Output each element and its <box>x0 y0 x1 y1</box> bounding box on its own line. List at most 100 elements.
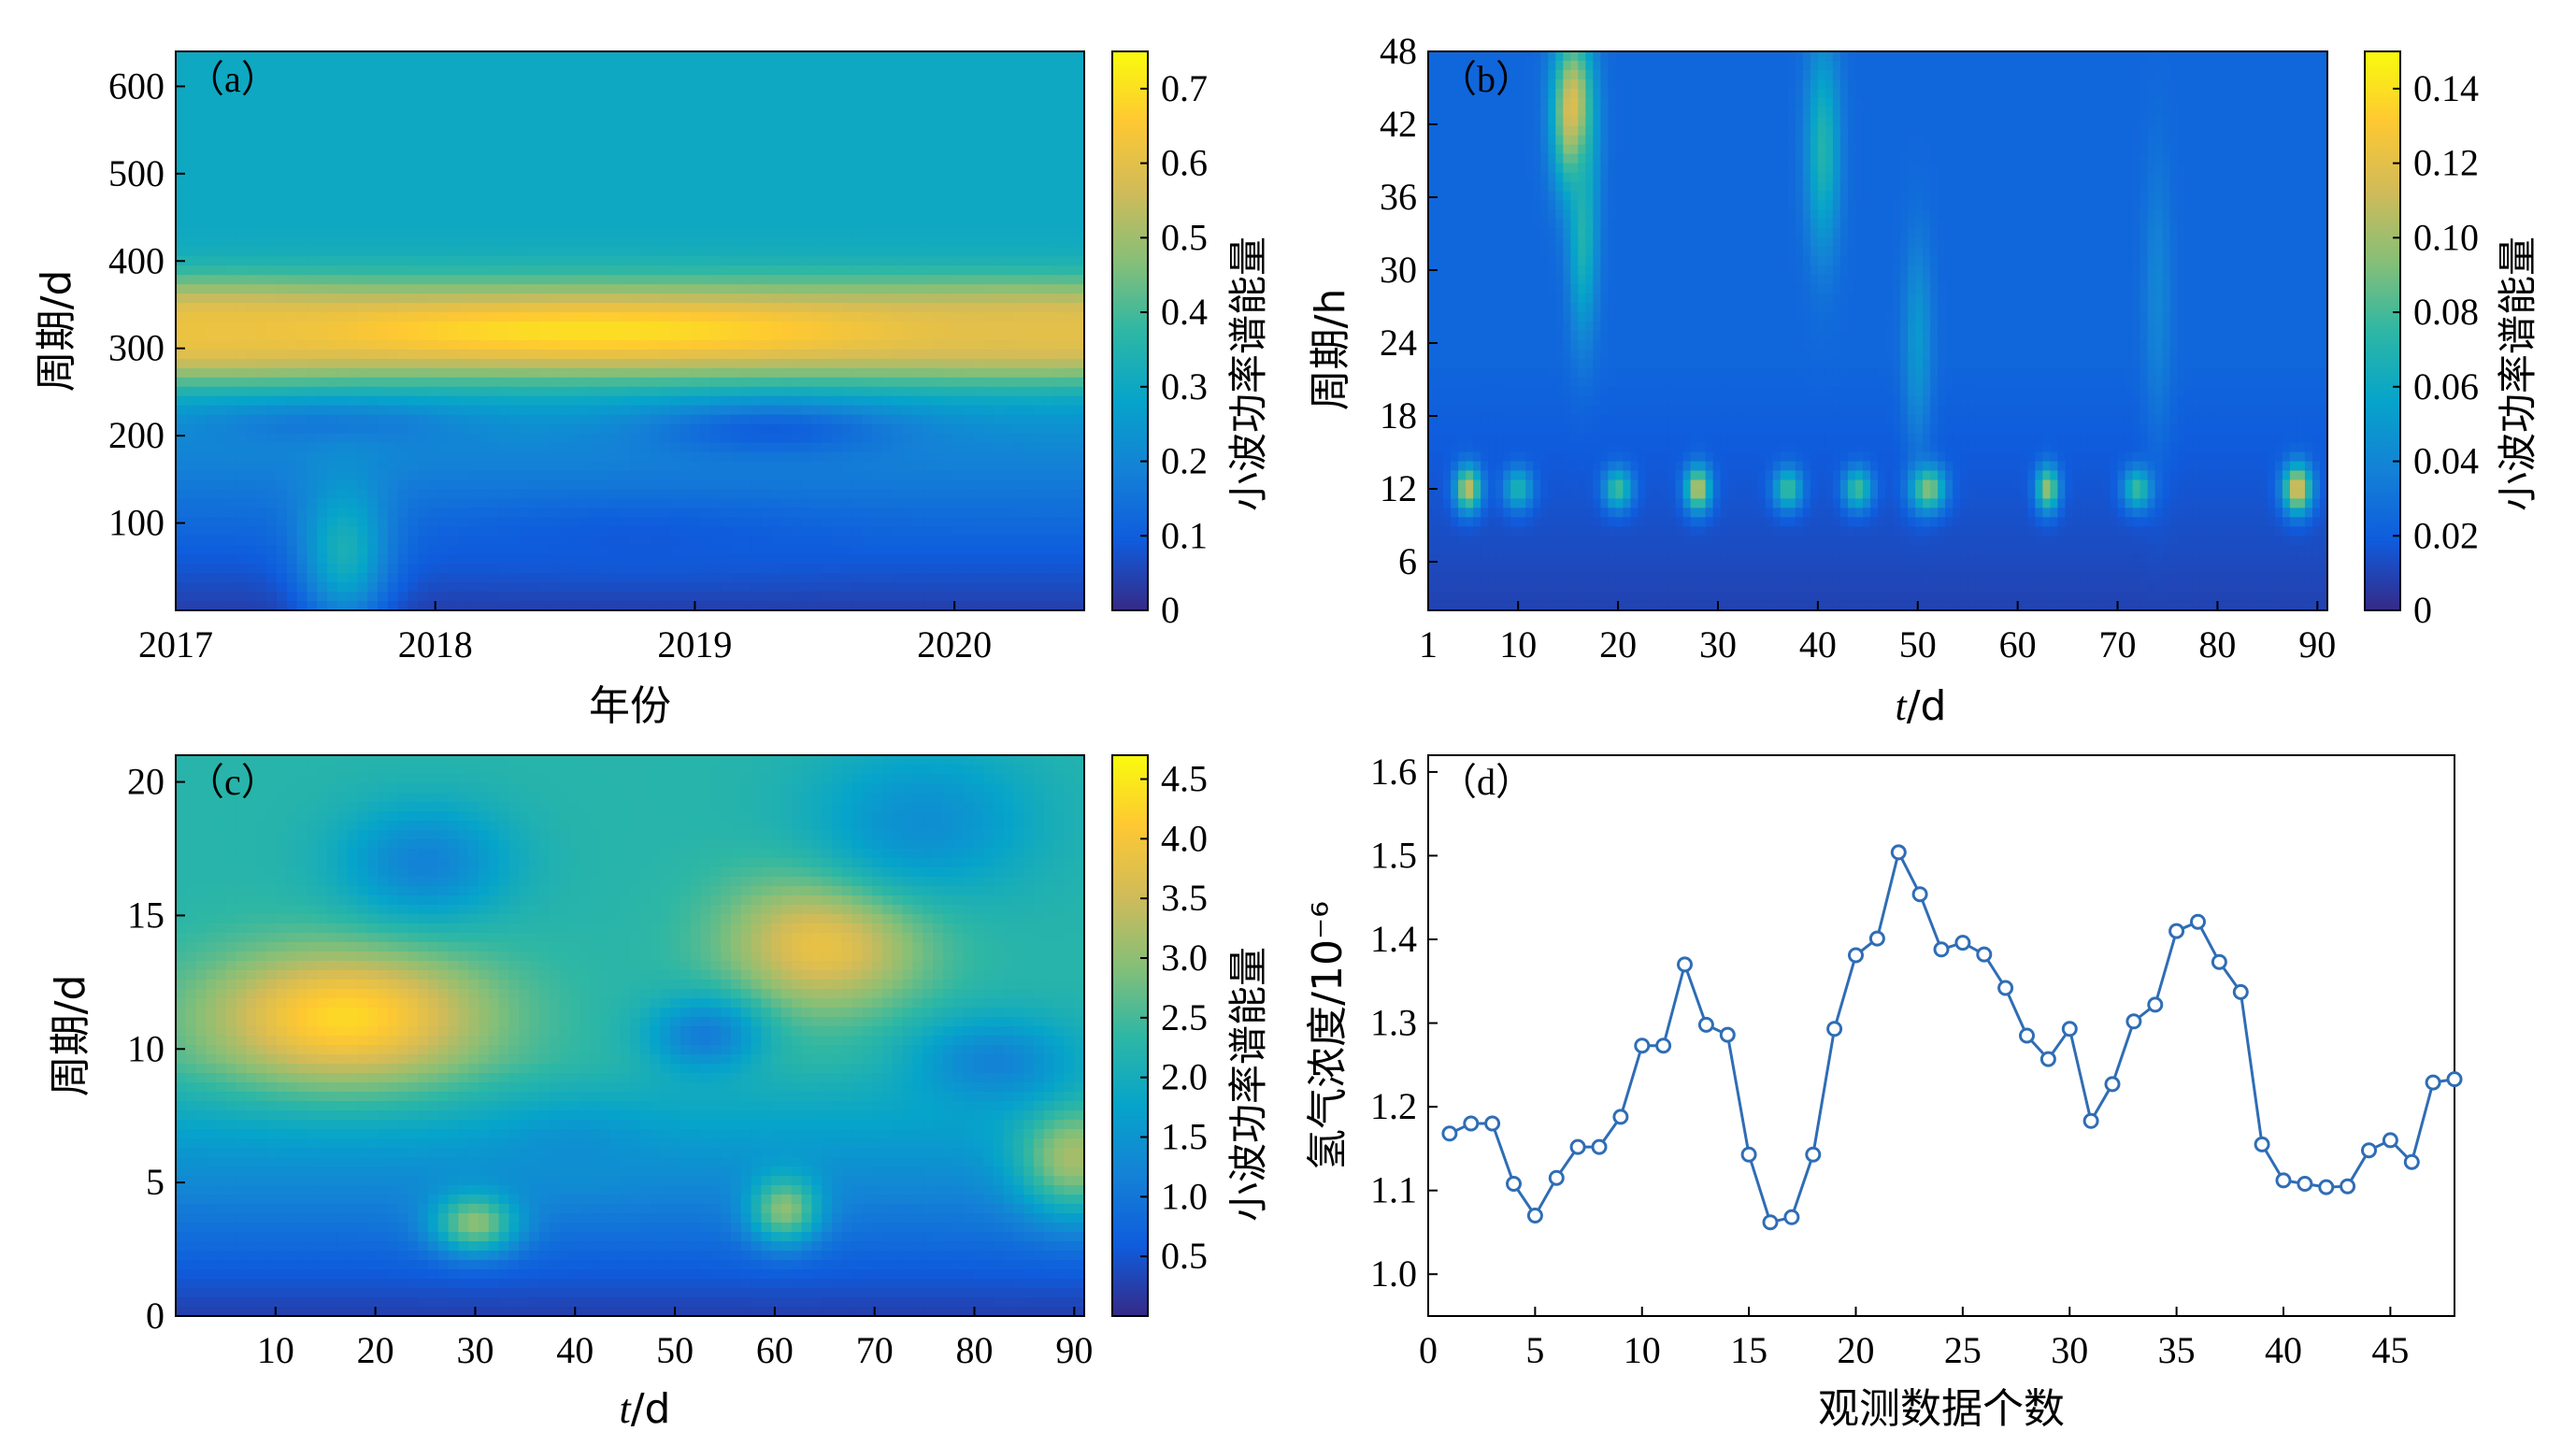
heat-cell <box>437 322 450 332</box>
heat-cell <box>952 395 964 407</box>
heat-cell <box>912 247 923 257</box>
heat-cell <box>841 97 853 108</box>
heat-cell <box>408 209 419 220</box>
heat-cell <box>1023 498 1035 508</box>
heat-cell <box>327 172 338 183</box>
heat-cell <box>761 536 772 546</box>
heat-cell <box>973 144 984 155</box>
heat-cell <box>277 153 288 165</box>
heat-cell <box>327 331 338 341</box>
heat-cell <box>710 293 722 304</box>
heat-cell <box>630 470 641 481</box>
heat-cell <box>710 349 722 360</box>
heat-cell <box>1034 461 1045 472</box>
heat-cell <box>458 51 469 62</box>
heat-cell <box>791 322 803 332</box>
heat-cell <box>721 322 732 332</box>
heat-cell <box>378 209 389 220</box>
heat-cell <box>277 200 288 211</box>
heat-cell <box>488 479 500 491</box>
heat-cell <box>731 200 742 211</box>
heat-cell <box>630 349 641 360</box>
heat-cell <box>580 172 591 183</box>
heat-cell <box>639 116 651 127</box>
heat-cell <box>670 489 681 499</box>
heat-cell <box>923 135 934 146</box>
heat-cell <box>1043 228 1055 238</box>
heat-cell <box>1064 339 1075 351</box>
heat-cell <box>1074 88 1085 99</box>
heat-cell <box>1074 479 1085 491</box>
heat-cell <box>1023 51 1035 62</box>
heat-cell <box>872 256 883 266</box>
heat-cell <box>791 545 803 555</box>
heat-cell <box>256 97 267 108</box>
heat-cell <box>609 479 621 491</box>
heat-cell <box>580 489 591 499</box>
heat-cell <box>781 69 793 80</box>
heat-cell <box>569 367 580 379</box>
heat-cell <box>367 265 379 276</box>
heat-cell <box>721 116 732 127</box>
heat-cell <box>357 237 368 248</box>
heat-cell <box>721 69 732 80</box>
heat-cell <box>680 349 692 360</box>
heat-cell <box>569 191 580 202</box>
heat-cell <box>580 163 591 174</box>
heat-cell <box>498 536 509 546</box>
heat-cell <box>327 135 338 146</box>
heat-cell <box>357 125 368 136</box>
heat-cell <box>246 545 257 555</box>
heat-cell <box>609 209 621 220</box>
heat-cell <box>811 451 823 463</box>
heat-cell <box>731 163 742 174</box>
heat-cell <box>599 135 610 146</box>
heat-cell <box>508 69 520 80</box>
heat-cell <box>216 200 227 211</box>
heat-cell <box>428 508 439 518</box>
heat-cell <box>367 470 379 481</box>
heat-cell <box>559 479 570 491</box>
heat-cell <box>387 423 399 435</box>
heat-cell <box>841 107 853 118</box>
heat-cell <box>256 88 267 99</box>
heat-cell <box>437 461 450 472</box>
heat-cell <box>1023 107 1035 118</box>
heat-cell <box>216 247 227 257</box>
heat-cell <box>620 125 631 136</box>
heat-cell <box>277 107 288 118</box>
heat-cell <box>822 461 833 472</box>
heat-cell <box>266 265 278 276</box>
heat-cell <box>690 125 702 136</box>
heat-cell <box>559 256 570 266</box>
heat-cell <box>216 554 227 565</box>
heat-cell <box>437 312 450 322</box>
heat-cell <box>226 498 237 508</box>
heat-cell <box>1074 153 1085 165</box>
heat-cell <box>569 331 580 341</box>
heat-cell <box>336 97 349 108</box>
heat-cell <box>942 237 954 248</box>
heat-cell <box>710 526 722 537</box>
heat-cell <box>437 125 450 136</box>
heat-cell <box>639 237 651 248</box>
heat-cell <box>862 554 873 565</box>
heat-cell <box>993 200 1005 211</box>
heat-cell <box>458 284 469 294</box>
heat-cell <box>479 377 490 388</box>
heat-cell <box>226 247 237 257</box>
heat-cell <box>508 517 520 527</box>
heat-cell <box>519 405 530 416</box>
heat-cell <box>589 69 601 80</box>
heat-cell <box>236 88 248 99</box>
heat-cell <box>1034 386 1045 397</box>
heat-cell <box>327 144 338 155</box>
heat-cell <box>650 69 661 80</box>
heat-cell <box>862 247 873 257</box>
heat-cell <box>216 386 227 397</box>
heat-cell <box>176 545 187 555</box>
heat-cell <box>680 191 692 202</box>
heat-cell <box>1043 339 1055 351</box>
heat-cell <box>993 247 1005 257</box>
heat-cell <box>559 275 570 285</box>
